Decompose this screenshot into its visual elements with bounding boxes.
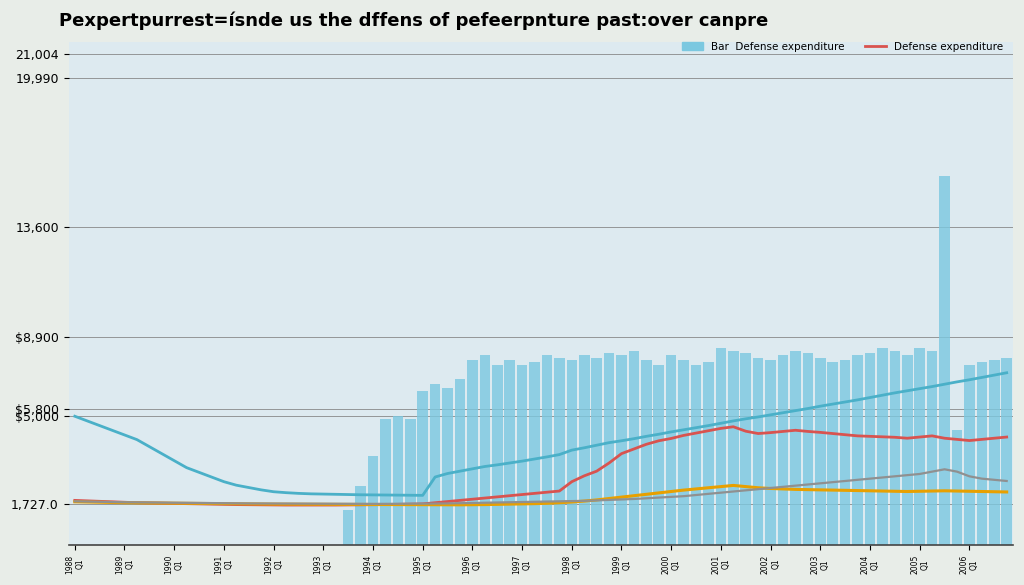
Bar xyxy=(442,388,453,545)
Bar xyxy=(604,353,614,545)
Bar xyxy=(753,358,764,545)
Bar xyxy=(791,351,801,545)
Bar xyxy=(815,358,825,545)
Bar xyxy=(554,358,564,545)
Bar xyxy=(728,351,738,545)
Bar xyxy=(517,365,527,545)
Bar xyxy=(890,351,900,545)
Bar xyxy=(716,349,726,545)
Bar xyxy=(579,356,590,545)
Text: Pexpertpurrest=ísnde us the dffens of pefeerpnture past:‍over canpre: Pexpertpurrest=ísnde us the dffens of pe… xyxy=(59,11,768,30)
Bar xyxy=(840,360,850,545)
Bar xyxy=(629,351,639,545)
Bar xyxy=(878,349,888,545)
Bar xyxy=(827,363,838,545)
Bar xyxy=(977,363,987,545)
Bar xyxy=(368,456,378,545)
Bar xyxy=(455,379,465,545)
Bar xyxy=(380,419,391,545)
Bar xyxy=(430,384,440,545)
Bar xyxy=(566,360,578,545)
Bar xyxy=(1001,358,1012,545)
Bar xyxy=(616,356,627,545)
Bar xyxy=(592,358,602,545)
Bar xyxy=(355,486,366,545)
Legend: Bar  Defense expenditure, Defense expenditure: Bar Defense expenditure, Defense expendi… xyxy=(678,37,1008,56)
Bar xyxy=(678,360,689,545)
Bar xyxy=(529,363,540,545)
Bar xyxy=(691,365,701,545)
Bar xyxy=(653,365,664,545)
Bar xyxy=(951,430,963,545)
Bar xyxy=(703,363,714,545)
Bar xyxy=(939,176,950,545)
Bar xyxy=(479,356,490,545)
Bar xyxy=(778,356,788,545)
Bar xyxy=(505,360,515,545)
Bar xyxy=(740,353,751,545)
Bar xyxy=(852,356,863,545)
Bar xyxy=(965,365,975,545)
Bar xyxy=(343,510,353,545)
Bar xyxy=(803,353,813,545)
Bar xyxy=(927,351,937,545)
Bar xyxy=(864,353,876,545)
Bar xyxy=(666,356,677,545)
Bar xyxy=(902,356,912,545)
Bar xyxy=(542,356,552,545)
Bar xyxy=(392,417,403,545)
Bar xyxy=(641,360,651,545)
Bar xyxy=(989,360,999,545)
Bar xyxy=(467,360,477,545)
Bar xyxy=(492,365,503,545)
Bar xyxy=(914,349,925,545)
Bar xyxy=(765,360,776,545)
Bar xyxy=(406,419,416,545)
Bar xyxy=(418,391,428,545)
